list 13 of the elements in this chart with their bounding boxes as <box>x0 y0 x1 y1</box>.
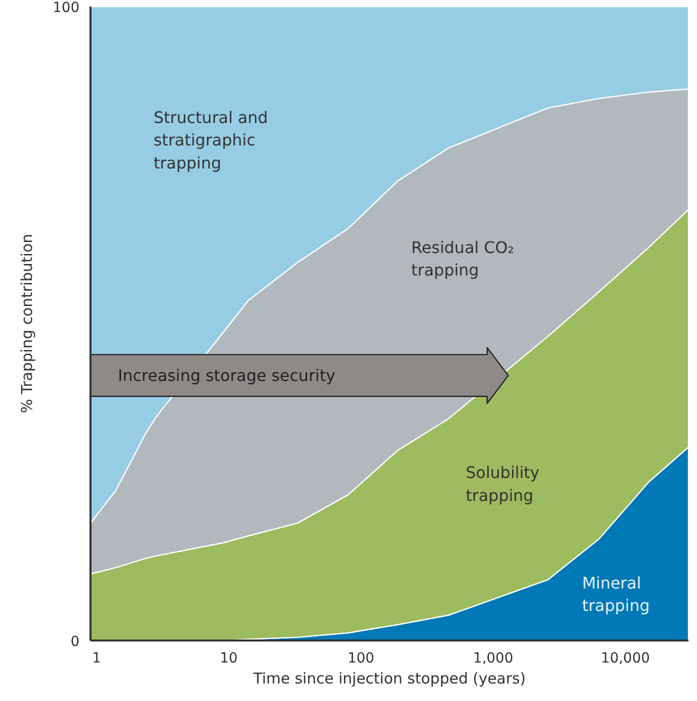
x-axis-title: Time since injection stopped (years) <box>252 670 526 688</box>
y-tick-label: 0 <box>70 634 80 650</box>
x-tick-label: 100 <box>348 650 374 666</box>
x-tick-label: 10,000 <box>600 650 650 666</box>
x-tick-label: 1,000 <box>473 650 514 666</box>
series-label: Structural and stratigraphic trapping <box>154 108 268 173</box>
series-label: Residual CO₂ trapping <box>411 238 514 280</box>
series-label: Mineral trapping <box>582 573 650 616</box>
y-axis-title: % Trapping contribution <box>18 234 36 414</box>
annotation: Increasing storage security <box>118 366 336 385</box>
x-tick-label: 1 <box>92 650 102 666</box>
series-label: Solubility trapping <box>466 462 540 505</box>
x-tick-label: 10 <box>220 650 238 666</box>
